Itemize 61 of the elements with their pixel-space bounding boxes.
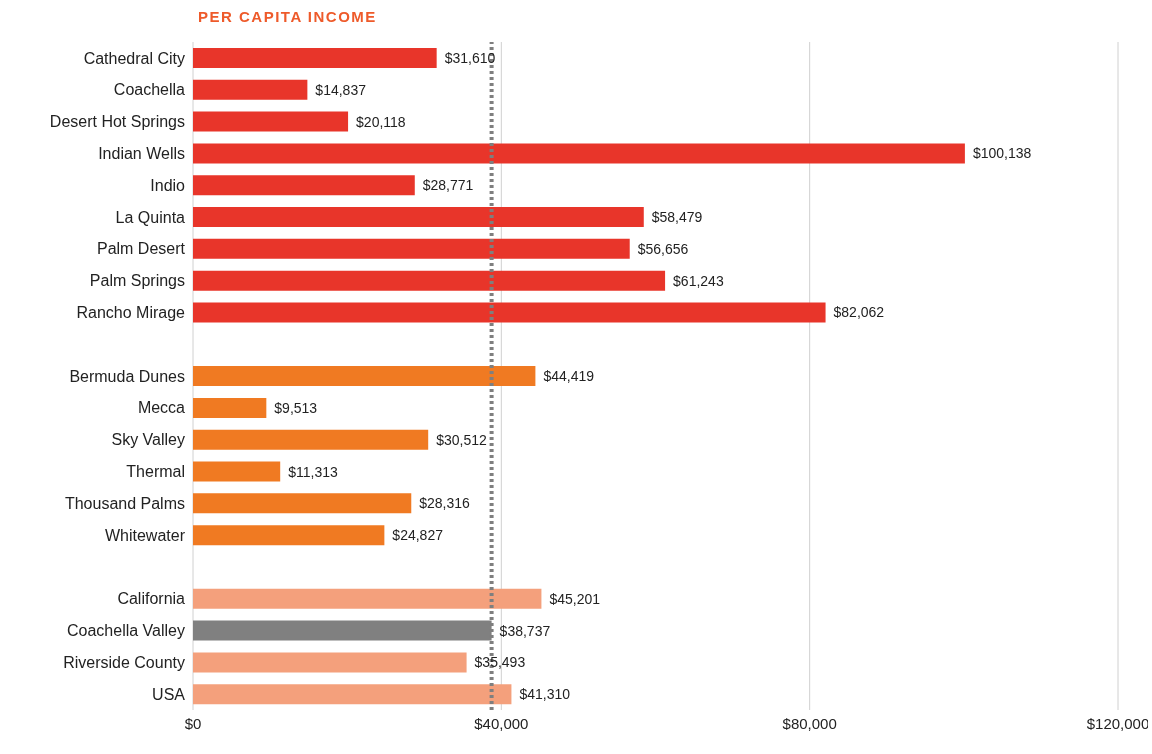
data-label: $56,656 (637, 240, 689, 257)
data-label: $45,201 (549, 590, 601, 607)
bar (193, 525, 385, 546)
y-tick-label: Desert Hot Springs (49, 113, 185, 131)
bar (193, 111, 349, 132)
y-tick-label: Sky Valley (111, 431, 185, 449)
bar (193, 366, 536, 387)
bar (193, 79, 308, 100)
bar (193, 48, 437, 68)
data-label: $28,316 (419, 495, 471, 512)
bar (193, 588, 542, 609)
x-tick-label: $120,000 (1086, 714, 1150, 732)
y-tick-label: Bermuda Dunes (69, 367, 185, 385)
bar (193, 397, 267, 418)
x-tick-label: $40,000 (474, 714, 529, 732)
y-tick-label: Whitewater (104, 526, 186, 544)
data-label: $14,837 (315, 81, 367, 98)
y-tick-label: Coachella (113, 81, 186, 99)
y-tick-label: Palm Springs (89, 272, 185, 290)
data-label: $82,062 (833, 304, 885, 321)
data-label: $28,771 (422, 177, 474, 194)
bar (193, 143, 965, 164)
y-tick-label: USA (152, 685, 186, 703)
y-tick-label: Riverside County (63, 653, 185, 671)
data-label: $100,138 (972, 145, 1032, 162)
bar (193, 493, 412, 514)
x-tick-label: $0 (184, 714, 202, 732)
y-tick-label: Palm Desert (96, 240, 186, 258)
data-label: $44,419 (543, 368, 595, 385)
y-tick-label: Indian Wells (98, 145, 185, 163)
y-tick-label: Coachella Valley (67, 622, 185, 640)
bar (193, 429, 429, 450)
bar (193, 207, 644, 228)
y-tick-label: Indio (150, 176, 186, 194)
data-label: $61,243 (673, 272, 724, 289)
y-tick-label: Thousand Palms (64, 494, 185, 512)
bar (193, 684, 512, 705)
bar (193, 461, 281, 482)
y-tick-label: Thermal (126, 463, 185, 481)
data-label: $30,512 (436, 431, 488, 448)
y-tick-label: California (117, 590, 186, 608)
data-label: $38,737 (499, 622, 551, 639)
data-label: $41,310 (519, 686, 571, 703)
bar (193, 302, 826, 323)
data-label: $11,313 (288, 463, 338, 480)
bar (193, 270, 666, 291)
y-tick-label: Mecca (137, 399, 186, 417)
x-tick-label: $80,000 (782, 714, 837, 732)
y-tick-label: La Quinta (115, 208, 186, 226)
data-label: $24,827 (392, 527, 444, 544)
chart-title: PER CAPITA INCOME (198, 8, 378, 27)
data-label: $35,493 (474, 654, 526, 671)
y-tick-label: Rancho Mirage (76, 304, 186, 322)
y-tick-label: Cathedral City (83, 49, 185, 67)
bar (193, 238, 630, 259)
data-label: $31,610 (444, 50, 496, 66)
bar (193, 652, 467, 673)
bar (193, 175, 415, 196)
data-label: $20,118 (356, 113, 406, 130)
data-label: $9,513 (274, 399, 318, 416)
data-label: $58,479 (651, 209, 703, 226)
